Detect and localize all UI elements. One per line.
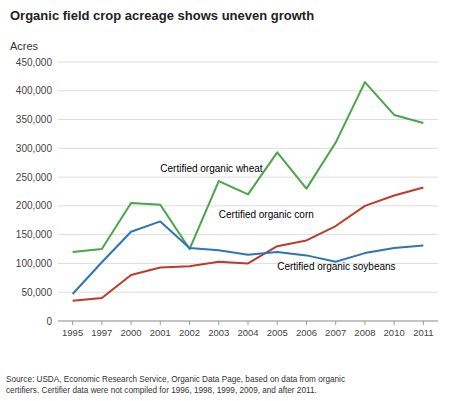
tick (364, 321, 365, 325)
grid-line (58, 148, 438, 149)
tick-label: 2010 (384, 327, 405, 338)
grid-line (58, 177, 438, 178)
tick-label: 200,000 (16, 200, 53, 211)
tick-label: 2000 (121, 327, 142, 338)
tick-label: 2004 (237, 327, 258, 338)
tick-label: 2008 (354, 327, 375, 338)
tick-label: 2003 (208, 327, 229, 338)
tick-label: 2006 (296, 327, 317, 338)
annotation: Certified organic corn (219, 209, 314, 220)
tick-label: 50,000 (21, 287, 52, 298)
tick (131, 321, 132, 325)
grid-line (58, 292, 438, 293)
grid-line (58, 234, 438, 235)
annotation: Certified organic soybeans (277, 261, 395, 272)
tick (306, 321, 307, 325)
tick-label: 2011 (413, 327, 433, 338)
tick-label: 450,000 (16, 57, 53, 68)
tick (248, 321, 249, 325)
tick (394, 321, 395, 325)
tick (189, 321, 190, 325)
tick-label: 350,000 (16, 114, 53, 125)
tick-label: 300,000 (16, 143, 53, 154)
title: Organic field crop acreage shows uneven … (10, 8, 314, 23)
tick (423, 321, 424, 325)
chart: Organic field crop acreage shows uneven … (0, 0, 450, 401)
tick-label: 2005 (267, 327, 288, 338)
tick (101, 321, 102, 325)
tick-label: 2002 (179, 327, 200, 338)
grid-line (58, 90, 438, 91)
tick-label: 400,000 (16, 85, 53, 96)
tick (335, 321, 336, 325)
tick-label: 100,000 (16, 258, 53, 269)
line (73, 82, 424, 252)
tick-label: 2001 (150, 327, 171, 338)
tick-label: 250,000 (16, 172, 53, 183)
plot-area (73, 82, 424, 301)
grid (58, 62, 438, 321)
tick (72, 321, 73, 325)
annotation: Certified organic wheat (160, 163, 262, 174)
axis-label: Acres (10, 40, 39, 52)
tick (218, 321, 219, 325)
line (73, 187, 424, 300)
tick-label: 0 (46, 316, 52, 327)
source-note: Source: USDA, Economic Research Service,… (6, 375, 345, 395)
line (73, 221, 424, 294)
grid-line (58, 119, 438, 120)
tick-label: 1997 (91, 327, 112, 338)
tick-label: 2007 (325, 327, 346, 338)
grid-line (58, 62, 438, 63)
tick-label: 150,000 (16, 229, 53, 240)
grid-line (58, 205, 438, 206)
tick (277, 321, 278, 325)
tick (160, 321, 161, 325)
tick-label: 1995 (62, 327, 83, 338)
